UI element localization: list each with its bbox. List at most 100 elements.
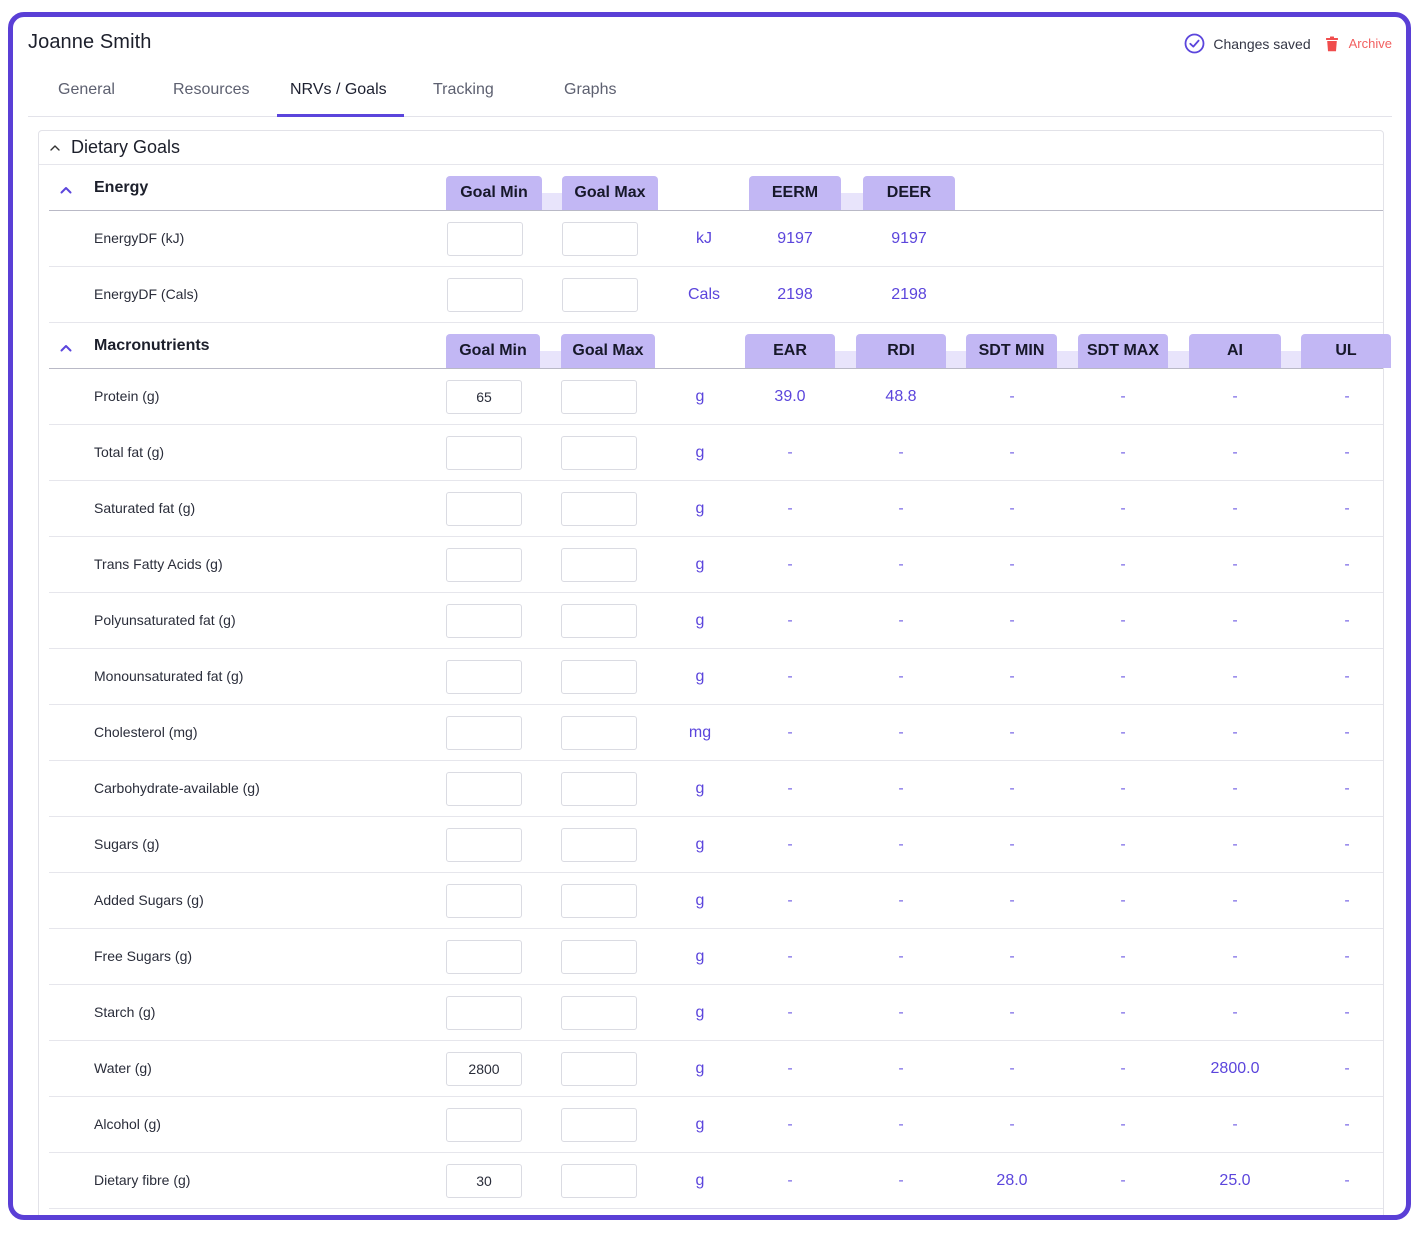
reference-value: - [1009,948,1015,965]
goal-max-input[interactable] [561,660,637,694]
goal-max-input[interactable] [561,884,637,918]
tab-nrvs-goals[interactable]: NRVs / Goals [290,81,387,98]
goal-min-input[interactable] [446,828,522,862]
goal-min-input[interactable] [446,1108,522,1142]
goal-min-input[interactable] [446,380,522,414]
goal-min-input[interactable] [446,716,522,750]
nutrient-label: Sugars (g) [94,836,160,852]
reference-value: - [898,668,904,685]
goal-max-input[interactable] [561,380,637,414]
nutrient-label: Cholesterol (mg) [94,724,198,740]
reference-value: - [787,780,793,797]
table-row: Polyunsaturated fat (g) g - - - - - - [49,593,1383,649]
reference-value: - [898,836,904,853]
reference-value: - [1009,892,1015,909]
goal-min-input[interactable] [446,1164,522,1198]
nutrient-label: EnergyDF (kJ) [94,230,185,246]
goal-min-input[interactable] [446,548,522,582]
goal-min-input[interactable] [447,222,523,256]
goal-min-input[interactable] [446,604,522,638]
reference-value: - [898,1116,904,1133]
table-row: Free Sugars (g) g - - - - - - [49,929,1383,985]
table-row: Alcohol (g) g - - - - - - [49,1097,1383,1153]
reference-value: - [1232,388,1238,405]
reference-value: - [787,836,793,853]
nutrient-label: Total fat (g) [94,444,165,460]
goal-min-input[interactable] [446,996,522,1030]
reference-value: - [1344,556,1350,573]
nutrient-label: Saturated fat (g) [94,500,196,516]
goal-min-input[interactable] [446,1052,522,1086]
reference-value: - [1232,1004,1238,1021]
nutrient-label: Monounsaturated fat (g) [94,668,244,684]
chevron-up-icon[interactable] [60,340,72,352]
nutrient-label: Added Sugars (g) [94,892,204,908]
table-row: Total fat (g) g - - - - - - [49,425,1383,481]
reference-value: - [1120,388,1126,405]
tab-graphs[interactable]: Graphs [564,81,617,98]
reference-value: 48.8 [885,388,917,405]
unit-label: g [695,1116,705,1133]
macronutrients-section-header: Macronutrients Goal Min Goal Max EAR RDI SDT … [49,323,1391,369]
unit-label: Cals [687,286,720,303]
goal-min-input[interactable] [446,940,522,974]
reference-value: - [898,1004,904,1021]
reference-value: - [1120,500,1126,517]
goal-max-input[interactable] [561,828,637,862]
reference-value: - [787,948,793,965]
column-header-goal-max: Goal Max [561,334,655,368]
chevron-up-icon[interactable] [60,182,72,194]
goal-max-input[interactable] [562,222,638,256]
reference-value: - [1009,1116,1015,1133]
reference-value: - [787,444,793,461]
goal-min-input[interactable] [446,436,522,470]
chevron-up-icon[interactable] [49,141,61,153]
goal-min-input[interactable] [447,278,523,312]
nutrient-label: Protein (g) [94,388,160,404]
panel-header[interactable]: Dietary Goals [39,131,1383,165]
column-header-ai: AI [1189,334,1281,368]
unit-label: g [695,444,705,461]
reference-value: - [898,444,904,461]
unit-label: g [695,780,705,797]
goal-min-input[interactable] [446,772,522,806]
goal-min-input[interactable] [446,492,522,526]
goal-min-input[interactable] [446,884,522,918]
trash-icon[interactable] [1325,36,1339,52]
reference-value: - [1232,668,1238,685]
goal-max-input[interactable] [561,940,637,974]
reference-value: - [898,500,904,517]
goal-max-input[interactable] [561,604,637,638]
goal-min-input[interactable] [446,660,522,694]
table-row: EnergyDF (kJ) kJ 9197 9197 [49,211,1383,267]
section-title: Macronutrients [94,337,210,354]
goal-max-input[interactable] [561,716,637,750]
goal-max-input[interactable] [561,492,637,526]
goal-max-input[interactable] [561,772,637,806]
goal-max-input[interactable] [561,1052,637,1086]
goal-max-input[interactable] [561,1108,637,1142]
tab-resources[interactable]: Resources [173,81,250,98]
goal-max-input[interactable] [561,1164,637,1198]
column-header-sdt-min: SDT MIN [966,334,1057,368]
reference-value: - [1120,724,1126,741]
unit-label: g [695,612,705,629]
tab-tracking[interactable]: Tracking [433,81,494,98]
reference-value: - [787,556,793,573]
reference-value: - [1232,612,1238,629]
goal-max-input[interactable] [562,278,638,312]
column-header-ul: UL [1301,334,1391,368]
goal-max-input[interactable] [561,436,637,470]
tab-general[interactable]: General [58,81,115,98]
reference-value: - [1120,1172,1126,1189]
goal-max-input[interactable] [561,996,637,1030]
reference-value: - [1120,836,1126,853]
table-row: Carbohydrate-available (g) g - - - - - - [49,761,1383,817]
archive-button[interactable]: Archive [1348,36,1392,51]
column-header-sdt-max: SDT MAX [1078,334,1168,368]
reference-value: - [1344,780,1350,797]
goal-max-input[interactable] [561,548,637,582]
reference-value: - [1344,668,1350,685]
dietary-goals-panel: Dietary Goals Energy Goal Min Goal Max EERM… [38,130,1391,1215]
reference-value: - [1344,500,1350,517]
